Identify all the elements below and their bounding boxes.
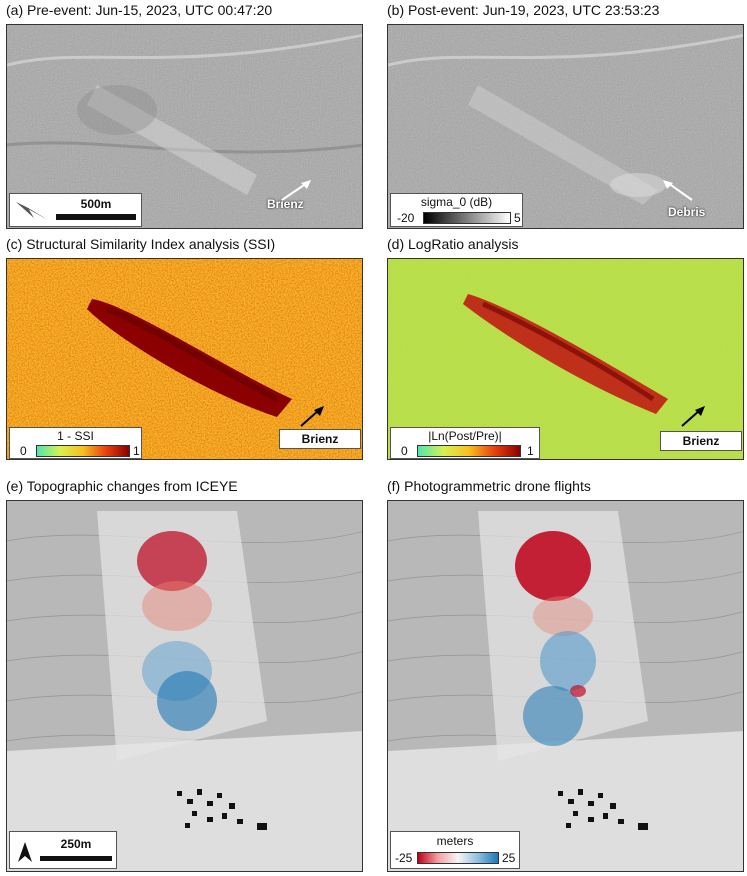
arrow-a-icon [281,180,311,201]
colorbar-max-f: 25 [502,851,516,865]
brienz-box-c: Brienz [279,429,361,449]
arrow-d-icon [681,406,705,427]
panel-f-map [388,501,743,871]
colorbar-max-c: 1 [133,444,140,458]
colorbar-gradient-c [36,445,130,457]
panel-b-title: (b) Post-event: Jun-19, 2023, UTC 23:53:… [387,2,660,18]
panel-c-ssi-map: Brienz 1 - SSI 0 1 [6,258,363,460]
colorbar-gradient-b [423,212,511,224]
scalebar-label-e: 250m [60,837,92,851]
north-arrow-e-icon [18,842,32,862]
colorbar-gradient-f [417,852,499,864]
colorbar-min-c: 0 [20,444,27,458]
colorbar-title-d: |Ln(Post/Pre)| [428,429,502,443]
colorbar-max-b: 5 [514,211,521,225]
panel-f-title: (f) Photogrammetric drone flights [387,478,591,494]
arrow-b-icon [663,180,693,201]
arrow-c-icon [300,406,324,427]
panel-b-sar-image: Debris sigma_0 (dB) -20 5 [387,24,744,229]
panel-a-title: (a) Pre-event: Jun-15, 2023, UTC 00:47:2… [6,2,273,18]
panel-f-drone-map: meters -25 25 [387,500,744,872]
colorbar-box-f: meters -25 25 [390,831,520,869]
colorbar-box-d: |Ln(Post/Pre)| 0 1 [390,427,540,459]
panel-a-sar-image: Brienz 500m [6,24,363,229]
colorbar-title-c: 1 - SSI [57,429,94,443]
debris-label: Debris [668,205,706,219]
panel-d-logratio-map: Brienz |Ln(Post/Pre)| 0 1 [387,258,744,460]
scalebar-box-a: 500m [9,193,142,227]
scalebar-label-a: 500m [80,197,112,211]
scalebar-box-e: 250m [9,831,117,869]
brienz-label-a: Brienz [267,197,304,211]
panel-c-heatmap [7,259,362,459]
colorbar-box-c: 1 - SSI 0 1 [9,427,142,459]
colorbar-box-b: sigma_0 (dB) -20 5 [390,193,523,227]
north-arrow-icon [16,202,48,220]
panel-d-title: (d) LogRatio analysis [387,236,519,252]
colorbar-title-b: sigma_0 (dB) [420,195,493,209]
panel-c-title: (c) Structural Similarity Index analysis… [6,236,276,252]
panel-e-title: (e) Topographic changes from ICEYE [6,478,238,494]
colorbar-min-b: -20 [397,211,415,225]
scalebar-e [40,856,112,861]
panel-e-map [7,501,362,871]
brienz-box-d: Brienz [660,431,742,451]
scalebar-a [56,214,136,220]
colorbar-min-d: 0 [401,444,408,458]
colorbar-title-f: meters [436,834,474,848]
colorbar-max-d: 1 [527,444,534,458]
panel-e-topo-map: 250m [6,500,363,872]
colorbar-min-f: -25 [395,851,413,865]
colorbar-gradient-d [417,445,521,457]
